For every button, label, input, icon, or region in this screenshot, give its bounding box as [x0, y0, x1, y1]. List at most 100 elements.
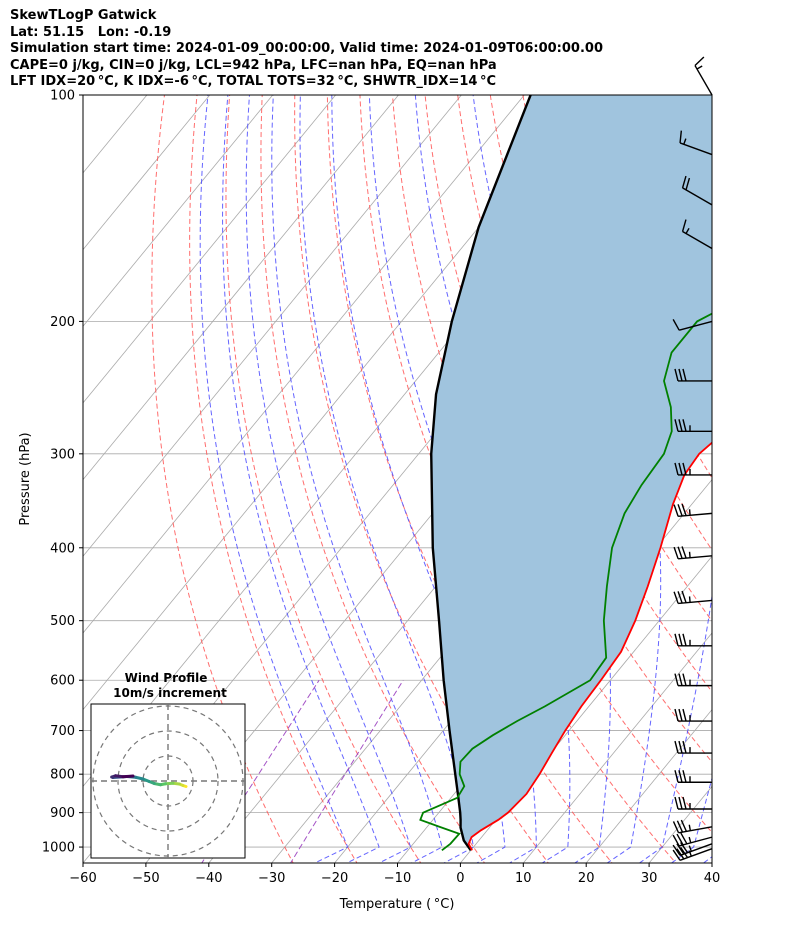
moist-adiabat-line — [670, 776, 712, 863]
wind-barb — [672, 846, 713, 861]
wind-barb-flag — [678, 419, 683, 432]
inset-ring — [142, 755, 194, 807]
moist-adiabat-line — [222, 95, 380, 863]
header-title: SkewTLogP Gatwick — [10, 8, 157, 23]
wind-barb-flag — [672, 834, 680, 847]
wind-barb — [674, 368, 712, 382]
isotherm-line — [83, 95, 462, 557]
wind-barb-half-flag — [688, 509, 691, 516]
wind-barb — [694, 56, 713, 96]
wind-barb-staff — [678, 555, 713, 560]
wind-barb — [674, 740, 712, 754]
x-tick-label: 30 — [641, 871, 658, 886]
inset-ring — [92, 705, 244, 857]
dry-adiabat-line — [392, 95, 712, 834]
wind-barb-flag — [674, 708, 679, 722]
y-tick-label: 700 — [50, 724, 75, 739]
wind-barb-flag — [676, 848, 685, 860]
wind-barbs — [672, 56, 713, 861]
wind-barb-flag — [677, 591, 683, 604]
wind-barb-flag — [682, 633, 687, 646]
wind-barb-flag — [672, 849, 681, 861]
wind-barb-half-flag — [696, 65, 703, 70]
parcel-fill-layer — [431, 95, 712, 851]
dry-adiabat-line — [225, 95, 422, 863]
tick-layer: −60 −50 −40 −30 −20 −10 0 10 20 30 40 1000 900 800 700… — [42, 89, 720, 887]
wind-barb-flag — [674, 462, 679, 476]
wind-barb-staff — [678, 320, 713, 331]
dry-adiabat-line — [359, 95, 677, 863]
x-tick-label: 20 — [578, 871, 595, 886]
inset-subtitle: 10m/s increment — [113, 686, 227, 700]
wind-barb-flag — [682, 770, 687, 783]
wind-barb-half-flag — [688, 551, 691, 558]
wind-barb-staff — [682, 230, 713, 250]
wind-barb-flag — [678, 740, 683, 754]
isotherm-line — [585, 709, 712, 863]
wind-barb-flag — [677, 504, 683, 517]
wind-barb-flag — [673, 591, 679, 604]
wind-barb-flag — [673, 546, 679, 560]
y-tick-label: 1000 — [42, 841, 75, 856]
wind-barb-half-flag — [688, 824, 692, 831]
wind-barb-flag — [681, 503, 687, 516]
x-tick-label: −20 — [321, 871, 348, 886]
wind-barb-flag — [694, 56, 705, 67]
wind-barb-flag — [676, 843, 685, 855]
dry-adiabat-line — [745, 78, 794, 872]
wind-barb-flag — [672, 844, 681, 856]
wind-barb — [672, 319, 713, 331]
isotherm-line — [83, 95, 400, 481]
wind-barb-flag — [681, 219, 687, 232]
wind-barb-flag — [678, 633, 683, 646]
y-tick-label: 100 — [50, 89, 75, 104]
wind-barb-flag — [681, 546, 687, 559]
wind-barb-flag — [681, 590, 687, 603]
isotherm-line — [83, 95, 274, 327]
wind-barb — [674, 633, 712, 647]
x-tick-label: −10 — [384, 871, 411, 886]
x-axis-label: Temperature ( °C) — [339, 897, 455, 912]
moist-adiabat-line — [271, 95, 443, 863]
wind-barb-flag — [676, 820, 684, 833]
wind-barb — [679, 130, 713, 156]
wind-barb-staff — [682, 187, 713, 206]
wind-barb-flag — [674, 419, 679, 432]
wind-barb-half-flag — [685, 227, 690, 234]
moist-adiabat-line — [638, 95, 712, 863]
wind-barb — [674, 770, 712, 783]
inset-ring — [117, 730, 219, 832]
y-tick-label: 500 — [50, 614, 75, 629]
hodograph-inset: Wind Profile 10m/s increment — [90, 671, 246, 859]
wind-barb-flag — [679, 130, 683, 143]
x-tick-label: −60 — [69, 871, 96, 886]
wind-barb-flag — [674, 673, 679, 686]
hodograph-segment — [121, 774, 135, 779]
wind-barb-flag — [680, 842, 689, 854]
wind-barb — [681, 175, 713, 206]
wind-barb-flag — [682, 673, 687, 686]
wind-barb-flag — [672, 821, 680, 834]
wind-barb-flag — [676, 833, 684, 846]
wind-barb-flag — [680, 819, 688, 832]
header-indices-1: CAPE=0 j/kg, CIN=0 j/kg, LCL=942 hPa, LF… — [10, 57, 497, 73]
inset-content — [91, 704, 245, 858]
wind-barb-flag — [682, 708, 687, 722]
wind-barb-flag — [680, 832, 688, 845]
isotherm-line — [83, 95, 337, 404]
wind-barb-half-flag — [688, 845, 692, 852]
wind-barb-flag — [678, 770, 683, 783]
x-tick-label: −50 — [132, 871, 159, 886]
x-tick-label: 10 — [515, 871, 532, 886]
wind-barb-staff — [678, 512, 713, 518]
wind-barb-flag — [682, 368, 687, 382]
wind-barb-flag — [672, 319, 680, 331]
dry-adiabat-line — [712, 78, 794, 872]
wind-barb-half-flag — [688, 836, 692, 843]
wind-barb-flag — [682, 462, 687, 476]
wind-barb-flag — [678, 368, 683, 382]
mixing-ratio-line — [289, 679, 404, 863]
moist-adiabat-line — [414, 95, 571, 863]
wind-barb-staff — [679, 142, 713, 156]
wind-barb-staff — [678, 836, 713, 847]
